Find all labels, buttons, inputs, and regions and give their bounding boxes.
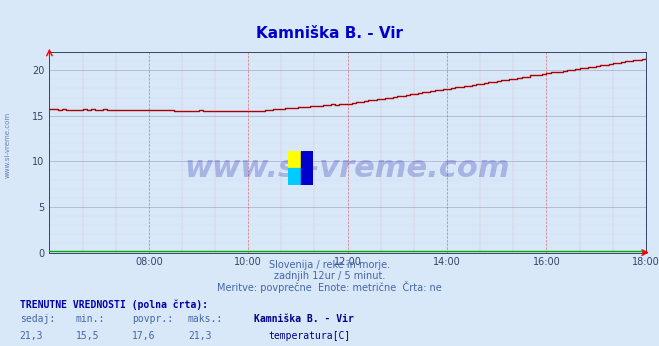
- Text: sedaj:: sedaj:: [20, 314, 55, 324]
- Text: Kamniška B. - Vir: Kamniška B. - Vir: [256, 26, 403, 41]
- Text: min.:: min.:: [76, 314, 105, 324]
- Text: povpr.:: povpr.:: [132, 314, 173, 324]
- Bar: [301, 151, 313, 185]
- Text: 17,6: 17,6: [132, 331, 156, 341]
- Text: zadnjih 12ur / 5 minut.: zadnjih 12ur / 5 minut.: [273, 271, 386, 281]
- Text: 21,3: 21,3: [188, 331, 212, 341]
- Text: 15,5: 15,5: [76, 331, 100, 341]
- Text: 21,3: 21,3: [20, 331, 43, 341]
- Text: www.si-vreme.com: www.si-vreme.com: [5, 112, 11, 179]
- Text: maks.:: maks.:: [188, 314, 223, 324]
- Text: www.si-vreme.com: www.si-vreme.com: [185, 154, 511, 183]
- Text: temperatura[C]: temperatura[C]: [269, 331, 351, 341]
- Text: Kamniška B. - Vir: Kamniška B. - Vir: [254, 314, 354, 324]
- Text: Slovenija / reke in morje.: Slovenija / reke in morje.: [269, 260, 390, 270]
- Text: TRENUTNE VREDNOSTI (polna črta):: TRENUTNE VREDNOSTI (polna črta):: [20, 299, 208, 310]
- Bar: [288, 168, 301, 185]
- Bar: [288, 151, 301, 168]
- Text: Meritve: povprečne  Enote: metrične  Črta: ne: Meritve: povprečne Enote: metrične Črta:…: [217, 281, 442, 293]
